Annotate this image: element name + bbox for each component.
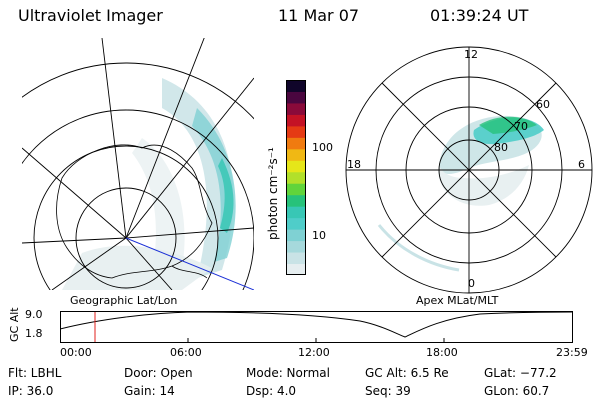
- mlt-label-dawn: 6: [578, 158, 585, 171]
- altitude-plot: [60, 311, 574, 343]
- ip-info: IP: 36.0: [8, 384, 54, 398]
- mlat-label-80: 80: [494, 141, 508, 154]
- gain-info: Gain: 14: [124, 384, 175, 398]
- altitude-curve: [60, 311, 574, 338]
- colorbar-band: [286, 91, 306, 104]
- colorbar-band: [286, 80, 306, 92]
- colorbar-band: [286, 137, 306, 150]
- observation-date: 11 Mar 07: [278, 6, 360, 25]
- colorbar-band: [286, 102, 306, 115]
- latitude-circles: [22, 62, 254, 290]
- colorbar-band: [286, 194, 306, 207]
- colorbar-band: [286, 171, 306, 184]
- time-tick-6: 06:00: [170, 346, 202, 359]
- colorbar-band: [286, 252, 306, 265]
- time-tick-0: 00:00: [60, 346, 92, 359]
- intensity-colorbar: [286, 80, 306, 275]
- altitude-tick-1-8: 1.8: [25, 327, 43, 340]
- geo-longitude-info: GLon: 60.7: [484, 384, 550, 398]
- altitude-axis-label: GC Alt: [8, 307, 21, 342]
- longitude-lines: [22, 38, 254, 290]
- colorbar-band: [286, 206, 306, 219]
- filter-info: Flt: LBHL: [8, 366, 62, 380]
- time-tick-18: 18:00: [426, 346, 458, 359]
- instrument-title: Ultraviolet Imager: [18, 6, 163, 25]
- sequence-info: Seq: 39: [365, 384, 411, 398]
- mlat-label-70: 70: [514, 120, 528, 133]
- door-info: Door: Open: [124, 366, 193, 380]
- polar-mlat-mlt-plot: [345, 46, 593, 294]
- time-tick-12: 12:00: [298, 346, 330, 359]
- mlt-label-midnight: 0: [468, 277, 475, 290]
- colorbar-band: [286, 217, 306, 230]
- aurora-emission: [62, 78, 236, 290]
- colorbar-band: [286, 125, 306, 138]
- mlat-label-60: 60: [536, 98, 550, 111]
- time-tick-end: 23:59: [556, 346, 588, 359]
- geographic-map: [22, 38, 254, 290]
- colorbar-unit-label: photon cm⁻²s⁻¹: [266, 147, 280, 240]
- antarctica-coastline: [56, 144, 213, 279]
- mlt-label-noon: 12: [464, 48, 478, 61]
- mode-info: Mode: Normal: [246, 366, 330, 380]
- altitude-tick-9: 9.0: [25, 308, 43, 321]
- colorbar-band: [286, 183, 306, 196]
- dsp-info: Dsp: 4.0: [246, 384, 297, 398]
- apex-panel-label: Apex MLat/MLT: [416, 294, 499, 307]
- aurora-oval: [377, 115, 544, 272]
- colorbar-band: [286, 114, 306, 127]
- mlt-label-dusk: 18: [347, 158, 361, 171]
- gc-altitude-info: GC Alt: 6.5 Re: [365, 366, 449, 380]
- geo-latitude-info: GLat: −77.2: [484, 366, 557, 380]
- colorbar-band: [286, 148, 306, 161]
- observation-time: 01:39:24 UT: [430, 6, 529, 25]
- colorbar-band: [286, 229, 306, 242]
- colorbar-band: [286, 160, 306, 173]
- colorbar-band: [286, 263, 306, 275]
- orbit-track: [125, 237, 254, 290]
- colorbar-band: [286, 240, 306, 253]
- colorbar-tick-10: 10: [312, 229, 326, 242]
- colorbar-tick-100: 100: [312, 141, 333, 154]
- geographic-panel-label: Geographic Lat/Lon: [70, 294, 178, 307]
- mlt-spokes: [346, 47, 592, 293]
